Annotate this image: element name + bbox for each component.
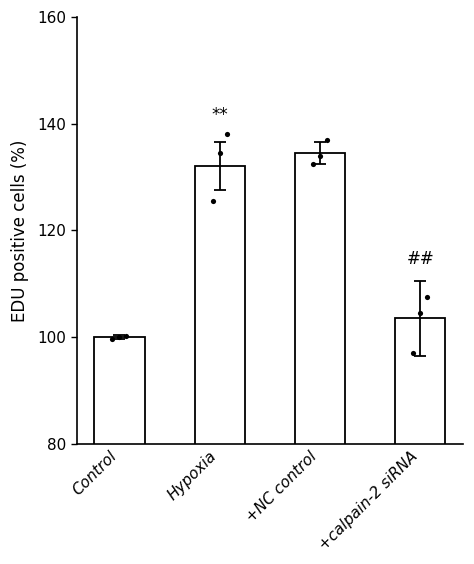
Text: ##: ##: [406, 250, 434, 268]
Point: [123, 331, 130, 340]
Text: **: **: [211, 106, 228, 124]
Y-axis label: EDU positive cells (%): EDU positive cells (%): [11, 139, 29, 321]
Bar: [395, 319, 446, 564]
Point: [223, 130, 230, 139]
Bar: [195, 166, 245, 564]
Point: [323, 135, 331, 144]
Point: [417, 309, 424, 318]
Bar: [295, 153, 345, 564]
Point: [410, 349, 417, 358]
Point: [109, 334, 116, 343]
Point: [423, 293, 431, 302]
Point: [316, 151, 324, 160]
Bar: [94, 337, 145, 564]
Point: [309, 159, 317, 168]
Point: [209, 197, 217, 206]
Point: [116, 333, 123, 342]
Point: [216, 148, 224, 157]
